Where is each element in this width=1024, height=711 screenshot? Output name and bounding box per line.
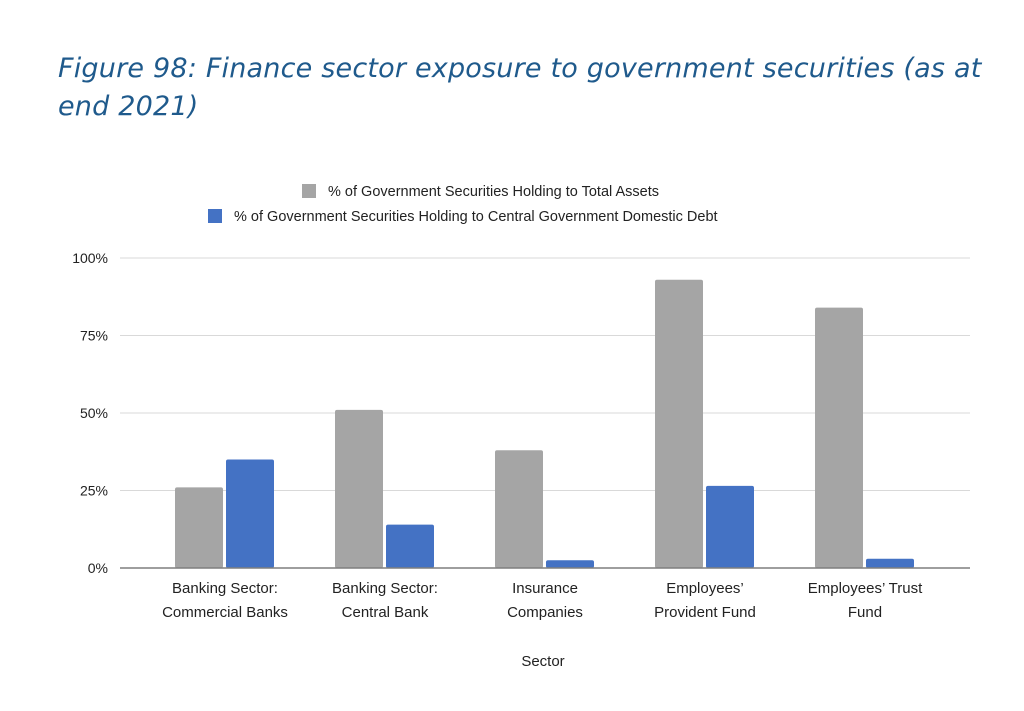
legend-label: % of Government Securities Holding to To… bbox=[328, 184, 659, 200]
legend-swatch bbox=[208, 209, 222, 223]
y-tick-label: 75% bbox=[80, 328, 108, 344]
legend-swatch bbox=[302, 184, 316, 198]
bar-domestic-debt bbox=[546, 560, 594, 568]
x-tick-label: Insurance bbox=[512, 580, 578, 597]
bar-total-assets bbox=[495, 450, 543, 568]
bar-domestic-debt bbox=[386, 524, 434, 568]
x-tick-label: Fund bbox=[848, 604, 882, 621]
figure-title: Figure 98: Finance sector exposure to go… bbox=[58, 53, 982, 122]
x-tick-label: Employees’ Trust bbox=[808, 580, 923, 597]
x-tick-label: Provident Fund bbox=[654, 604, 756, 621]
x-tick-label: Companies bbox=[507, 604, 583, 621]
y-tick-label: 25% bbox=[80, 483, 108, 499]
bar-domestic-debt bbox=[706, 485, 754, 568]
y-tick-label: 0% bbox=[88, 560, 108, 576]
bar-total-assets bbox=[175, 487, 223, 568]
x-tick-label: Employees’ bbox=[666, 580, 744, 597]
x-tick-label: Commercial Banks bbox=[162, 604, 288, 621]
chart-legend: % of Government Securities Holding to To… bbox=[208, 184, 718, 225]
bar-total-assets bbox=[815, 307, 863, 568]
legend-label: % of Government Securities Holding to Ce… bbox=[234, 209, 718, 225]
bar-domestic-debt bbox=[866, 558, 914, 568]
bar-total-assets bbox=[335, 409, 383, 568]
bar-domestic-debt bbox=[226, 459, 274, 568]
x-tick-label: Banking Sector: bbox=[172, 580, 278, 597]
chart-bars bbox=[175, 279, 914, 568]
x-axis-tick-labels: Banking Sector: Commercial Banks Banking S… bbox=[162, 580, 923, 621]
x-tick-label: Banking Sector: bbox=[332, 580, 438, 597]
x-tick-label: Central Bank bbox=[342, 604, 429, 621]
y-tick-label: 100% bbox=[72, 250, 108, 266]
y-axis-tick-labels: 0% 25% 50% 75% 100% bbox=[72, 250, 108, 576]
bar-total-assets bbox=[655, 279, 703, 568]
y-tick-label: 50% bbox=[80, 405, 108, 421]
x-axis-label: Sector bbox=[521, 653, 564, 670]
